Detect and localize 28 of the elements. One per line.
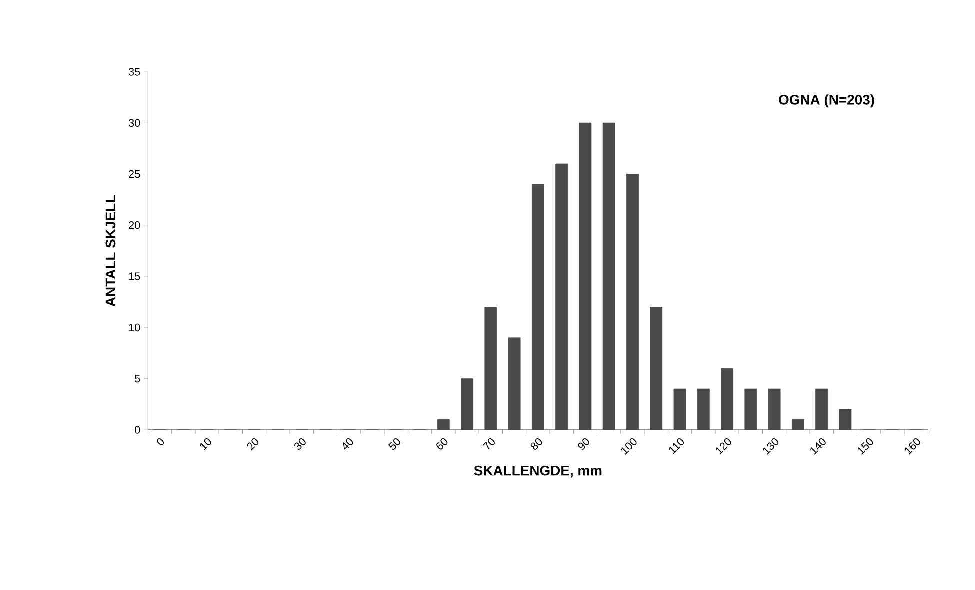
x-tick-label: 90 [578,438,590,450]
text: OGNA (N=203) [779,94,874,108]
x-tick-label: 140 [810,438,826,455]
y-tick-label: 10 [129,324,140,332]
y-tick-label: 25 [129,170,140,178]
x-tick-label: 50 [388,438,400,450]
x-axis-title: SKALLENGDE, mm [474,466,602,478]
y-tick-label: 35 [128,68,140,76]
x-tick-label: 120 [716,438,732,455]
x-tick-label: 0 [157,438,164,446]
x-tick-label: 20 [247,438,259,451]
y-tick-label: 20 [129,222,140,230]
y-tick-label: 15 [129,272,140,280]
x-tick-label: 110 [669,438,684,454]
x-tick-label: 70 [482,438,495,450]
y-tick-label: 30 [128,119,140,128]
x-tick-label: 130 [763,438,779,455]
y-tick-label: 5 [135,375,140,383]
y-tick-label: 0 [135,426,140,434]
x-tick-label: 40 [343,438,354,450]
x-tick-label: 150 [858,438,874,455]
y-axis-title: ANTALL SKJELL [106,195,116,307]
x-tick-label: 60 [436,438,448,450]
x-tick-label: 30 [294,438,306,450]
x-tick-label: 80 [530,438,542,450]
x-tick-label: 100 [621,438,637,455]
x-tick-label: 10 [200,438,212,451]
x-tick-label: 160 [905,438,920,455]
